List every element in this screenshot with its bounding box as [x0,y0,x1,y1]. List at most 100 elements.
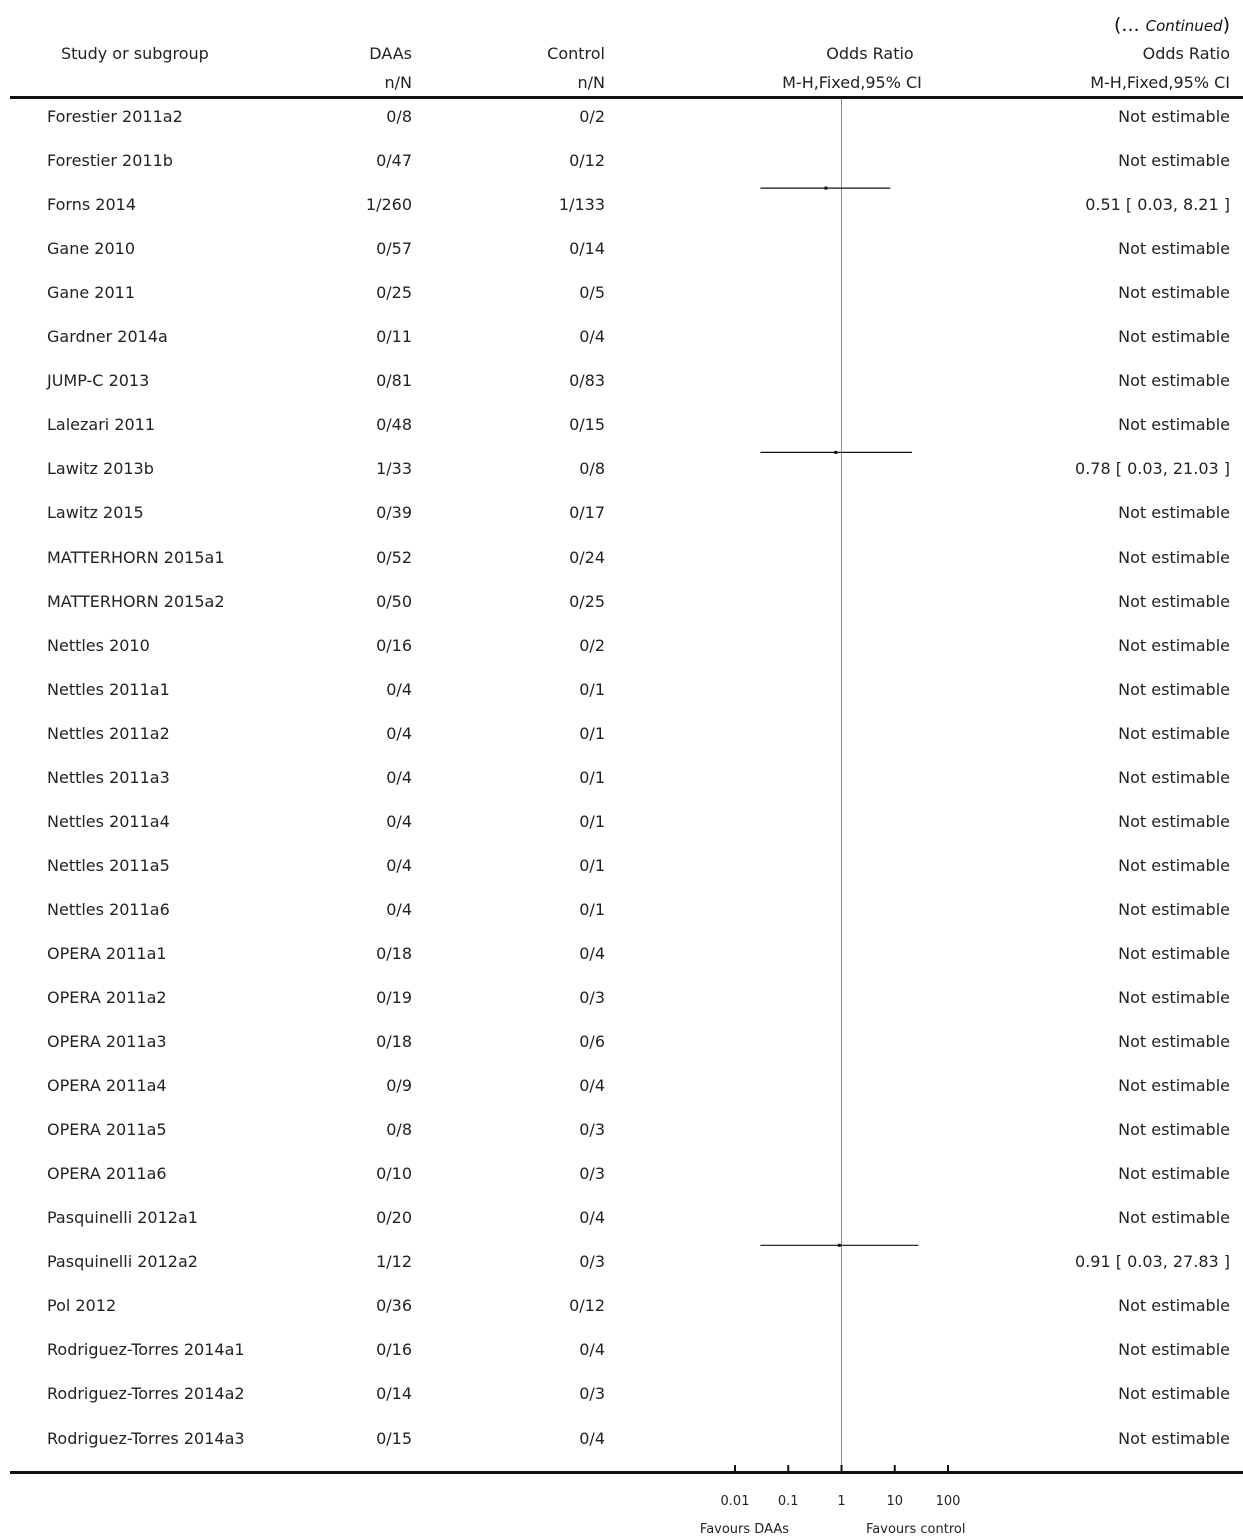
daas-value: 0/48 [376,415,412,435]
odds-ratio-text: 0.51 [ 0.03, 8.21 ] [1085,195,1230,215]
control-value: 0/3 [579,1164,605,1184]
daas-value: 0/18 [376,1032,412,1052]
header-or-text: Odds Ratio [1142,44,1230,63]
daas-value: 0/11 [376,327,412,347]
odds-ratio-text: Not estimable [1118,1032,1230,1052]
study-name: OPERA 2011a6 [47,1164,167,1184]
header-or-plot-sub: M-H,Fixed,95% CI [782,73,922,92]
control-value: 0/3 [579,988,605,1007]
table-row: Rodriguez-Torres 2014a1 0/16 0/4 Not estima… [0,1340,1243,1384]
point-estimate [824,186,828,190]
study-name: JUMP-C 2013 [47,371,150,391]
control-value: 0/2 [579,635,605,655]
table-row: Pol 2012 0/36 0/12 Not estimable [0,1296,1243,1340]
control-value: 0/83 [569,371,605,391]
continued-note: (... Continued) [1114,14,1230,36]
odds-ratio-text: Not estimable [1118,767,1230,787]
study-name: OPERA 2011a2 [47,988,167,1007]
study-name: Gane 2011 [47,283,135,303]
odds-ratio-text: Not estimable [1118,591,1230,611]
study-name: MATTERHORN 2015a1 [47,547,225,567]
control-value: 1/133 [558,195,605,215]
control-value: 0/3 [579,1120,605,1140]
table-row: Gane 2011 0/25 0/5 Not estimable [0,283,1243,327]
table-row: Forestier 2011a2 0/8 0/2 Not estimable [0,107,1243,151]
control-value: 0/4 [579,1428,605,1448]
study-name: MATTERHORN 2015a2 [47,591,225,611]
odds-ratio-text: Not estimable [1118,811,1230,831]
table-row: Pasquinelli 2012a2 1/12 0/3 0.91 [ 0.03, 27… [0,1252,1243,1296]
table-row: MATTERHORN 2015a2 0/50 0/25 Not estimable [0,592,1243,636]
daas-value: 0/4 [386,811,412,831]
table-row: Forns 2014 1/260 1/133 0.51 [ 0.03, 8.21 ] [0,195,1243,239]
odds-ratio-text: Not estimable [1118,415,1230,435]
daas-value: 0/10 [376,1164,412,1184]
table-row: Lawitz 2013b 1/33 0/8 0.78 [ 0.03, 21.03 ] [0,459,1243,503]
favours-left-label: Favours DAAs [700,1522,789,1537]
control-value: 0/1 [579,767,605,787]
odds-ratio-text: Not estimable [1118,1340,1230,1360]
study-name: Pasquinelli 2012a2 [47,1252,198,1272]
control-value: 0/4 [579,943,605,963]
control-value: 0/14 [569,239,605,259]
study-name: Nettles 2011a2 [47,723,170,743]
study-name: Pol 2012 [47,1296,117,1316]
control-value: 0/1 [579,855,605,875]
study-name: Rodriguez-Torres 2014a2 [47,1384,245,1404]
table-row: OPERA 2011a3 0/18 0/6 Not estimable [0,1032,1243,1076]
table-row: Nettles 2011a4 0/4 0/1 Not estimable [0,812,1243,856]
study-name: Lawitz 2013b [47,459,154,479]
odds-ratio-text: 0.91 [ 0.03, 27.83 ] [1075,1252,1230,1272]
axis-tick-label: 10 [886,1494,903,1509]
daas-value: 0/4 [386,899,412,919]
odds-ratio-text: Not estimable [1118,547,1230,567]
table-row: Gardner 2014a 0/11 0/4 Not estimable [0,327,1243,371]
study-name: Forns 2014 [47,195,136,215]
study-name: Forestier 2011a2 [47,107,183,126]
study-name: Forestier 2011b [47,151,173,171]
favours-right-label: Favours control [866,1522,965,1537]
table-row: Nettles 2011a6 0/4 0/1 Not estimable [0,900,1243,944]
control-value: 0/8 [579,459,605,479]
odds-ratio-text: Not estimable [1118,503,1230,523]
odds-ratio-text: Not estimable [1118,283,1230,303]
daas-value: 1/33 [376,459,412,479]
control-value: 0/17 [569,503,605,523]
odds-ratio-text: Not estimable [1118,988,1230,1007]
control-value: 0/4 [579,327,605,347]
control-value: 0/1 [579,899,605,919]
control-value: 0/1 [579,811,605,831]
table-row: Rodriguez-Torres 2014a3 0/15 0/4 Not estima… [0,1429,1243,1473]
daas-value: 0/52 [376,547,412,567]
table-row: Gane 2010 0/57 0/14 Not estimable [0,239,1243,283]
table-row: Lawitz 2015 0/39 0/17 Not estimable [0,503,1243,547]
odds-ratio-text: Not estimable [1118,1296,1230,1316]
control-value: 0/1 [579,679,605,699]
table-row: Nettles 2011a3 0/4 0/1 Not estimable [0,768,1243,812]
daas-value: 0/16 [376,635,412,655]
study-name: Nettles 2011a4 [47,811,170,831]
daas-value: 0/47 [376,151,412,171]
control-value: 0/25 [569,591,605,611]
odds-ratio-text: Not estimable [1118,723,1230,743]
control-value: 0/3 [579,1252,605,1272]
study-name: OPERA 2011a1 [47,943,167,963]
axis-tick-label: 1 [837,1494,845,1509]
odds-ratio-text: Not estimable [1118,1076,1230,1096]
study-name: Lawitz 2015 [47,503,144,523]
study-name: Nettles 2011a1 [47,679,170,699]
control-value: 0/12 [569,151,605,171]
daas-value: 0/39 [376,503,412,523]
table-row: OPERA 2011a2 0/19 0/3 Not estimable [0,988,1243,1032]
study-name: Nettles 2011a3 [47,767,170,787]
point-estimate [837,1243,841,1247]
study-name: OPERA 2011a5 [47,1120,167,1140]
study-name: OPERA 2011a4 [47,1076,167,1096]
odds-ratio-text: Not estimable [1118,899,1230,919]
odds-ratio-text: Not estimable [1118,1428,1230,1448]
daas-value: 0/14 [376,1384,412,1404]
study-name: Gardner 2014a [47,327,168,347]
header-or-plot: Odds Ratio [826,44,914,63]
header-daas: DAAs [369,44,412,63]
